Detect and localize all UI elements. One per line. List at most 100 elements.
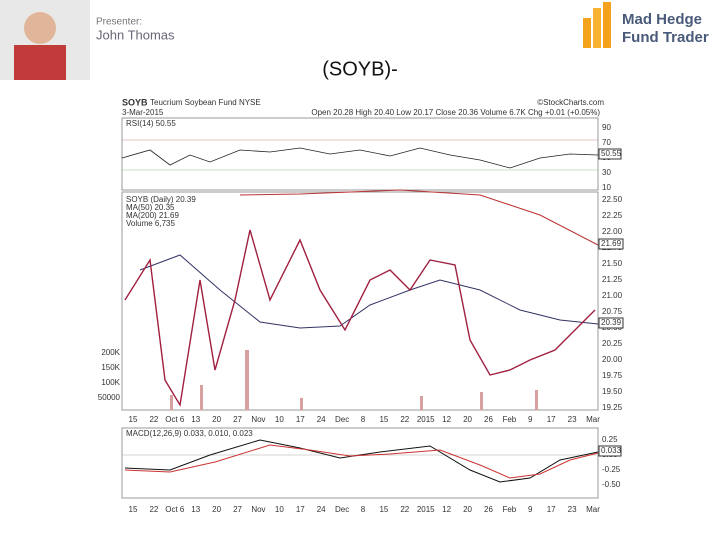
x-tick-label-bottom: Feb <box>502 505 516 514</box>
x-tick-label-bottom: Nov <box>251 505 265 514</box>
macd-line <box>124 439 599 483</box>
x-tick-label-bottom: 20 <box>463 505 472 514</box>
x-tick-label: 15 <box>379 415 388 424</box>
x-tick-label-bottom: 24 <box>317 505 326 514</box>
rsi-panel <box>121 117 599 191</box>
x-tick-label-bottom: 13 <box>191 505 200 514</box>
volume-tick-label: 200K <box>101 348 120 357</box>
x-tick-label-bottom: 17 <box>547 505 556 514</box>
macd-marker: 0.033 <box>601 446 622 455</box>
rsi-tick-label: 10 <box>602 183 611 192</box>
symbol: SOYB <box>122 97 148 107</box>
rsi-tick-label: 90 <box>602 123 611 132</box>
rsi-marker-box <box>598 148 622 160</box>
macd-legend: MACD(12,26,9) 0.033, 0.010, 0.023 <box>126 429 253 438</box>
price-tick-label: 20.75 <box>602 307 623 316</box>
rsi-tick-label: 30 <box>602 168 611 177</box>
x-tick-label: 17 <box>296 415 305 424</box>
x-tick-label: Mar <box>586 415 600 424</box>
x-tick-label-bottom: 12 <box>442 505 451 514</box>
logo-line2: Fund Trader <box>622 29 709 46</box>
x-tick-label: 20 <box>212 415 221 424</box>
x-tick-label: 26 <box>484 415 493 424</box>
x-tick-label: 9 <box>528 415 533 424</box>
date: 3-Mar-2015 <box>122 108 164 117</box>
macd-tick-label: -0.50 <box>602 480 621 489</box>
volume-tick-label: 50000 <box>98 393 121 402</box>
rsi-line <box>121 147 599 169</box>
x-tick-label: 12 <box>442 415 451 424</box>
x-tick-label-bottom: Oct 6 <box>165 505 185 514</box>
price-tick-label: 19.25 <box>602 403 623 412</box>
price-tick-label: 19.50 <box>602 387 623 396</box>
logo-icon <box>583 2 611 48</box>
quote: Open 20.28 High 20.40 Low 20.17 Close 20… <box>311 108 600 117</box>
x-tick-label: 13 <box>191 415 200 424</box>
logo-line1: Mad Hedge <box>622 11 702 28</box>
x-tick-label: 27 <box>233 415 242 424</box>
x-tick-label: 24 <box>317 415 326 424</box>
x-tick-label: 22 <box>400 415 409 424</box>
x-tick-label: 22 <box>149 415 158 424</box>
x-tick-label-bottom: Dec <box>335 505 349 514</box>
x-tick-label: Feb <box>502 415 516 424</box>
x-tick-label-bottom: 23 <box>568 505 577 514</box>
x-tick-label-bottom: 26 <box>484 505 493 514</box>
x-tick-label: 10 <box>275 415 284 424</box>
price-marker: 20.39 <box>601 318 622 327</box>
price-tick-label: 19.75 <box>602 371 623 380</box>
price-legend-item: Volume 6,735 <box>126 219 175 228</box>
rsi-tick-label: 70 <box>602 138 611 147</box>
volume-tick-label: 150K <box>101 363 120 372</box>
price-tick-label: 21.25 <box>602 275 623 284</box>
price-tick-label: 20.25 <box>602 339 623 348</box>
ma200-line <box>239 189 599 246</box>
price-tick-label: 20.00 <box>602 355 623 364</box>
rsi-legend: RSI(14) 50.55 <box>126 119 176 128</box>
x-tick-label-bottom: 22 <box>400 505 409 514</box>
x-tick-label: 8 <box>361 415 366 424</box>
x-tick-label: 20 <box>463 415 472 424</box>
x-tick-label: 17 <box>547 415 556 424</box>
presenter-label: Presenter: <box>96 17 142 28</box>
macd-tick-label: -0.25 <box>602 465 621 474</box>
price-tick-label: 22.50 <box>602 195 623 204</box>
presenter-name: John Thomas <box>96 27 175 42</box>
x-tick-label-bottom: 2015 <box>417 505 435 514</box>
ma50-line <box>139 254 599 329</box>
x-tick-label-bottom: 15 <box>129 505 138 514</box>
price-panel <box>121 191 599 411</box>
fund-name: Teucrium Soybean Fund NYSE <box>150 98 261 107</box>
price-marker-box <box>598 317 624 329</box>
volume-bars <box>170 350 538 410</box>
price-line <box>124 229 596 408</box>
price-tick-label: 21.00 <box>602 291 623 300</box>
x-tick-label: Dec <box>335 415 349 424</box>
price-legend-item: MA(50) 20.35 <box>126 203 175 212</box>
price-tick-label: 22.25 <box>602 211 623 220</box>
macd-marker-box <box>598 445 622 457</box>
x-tick-label-bottom: Mar <box>586 505 600 514</box>
face <box>24 12 56 44</box>
x-tick-label-bottom: 9 <box>528 505 533 514</box>
x-tick-label-bottom: 22 <box>149 505 158 514</box>
x-tick-label-bottom: 15 <box>379 505 388 514</box>
x-tick-label-bottom: 10 <box>275 505 284 514</box>
price-tick-label: 21.50 <box>602 259 623 268</box>
price-legend-item: MA(200) 21.69 <box>126 211 179 220</box>
x-tick-label-bottom: 20 <box>212 505 221 514</box>
price-tick-label: 22.00 <box>602 227 623 236</box>
x-tick-label: Nov <box>251 415 265 424</box>
slide-title: (SOYB)- <box>322 58 398 80</box>
x-tick-label: 2015 <box>417 415 435 424</box>
x-tick-label: Oct 6 <box>165 415 185 424</box>
x-tick-label-bottom: 8 <box>361 505 366 514</box>
volume-tick-label: 100K <box>101 378 120 387</box>
x-tick-label: 23 <box>568 415 577 424</box>
source: ©StockCharts.com <box>537 98 604 107</box>
price-marker: 21.69 <box>601 239 622 248</box>
price-marker-box <box>598 238 624 250</box>
price-legend-item: SOYB (Daily) 20.39 <box>126 195 196 204</box>
x-tick-label: 15 <box>129 415 138 424</box>
